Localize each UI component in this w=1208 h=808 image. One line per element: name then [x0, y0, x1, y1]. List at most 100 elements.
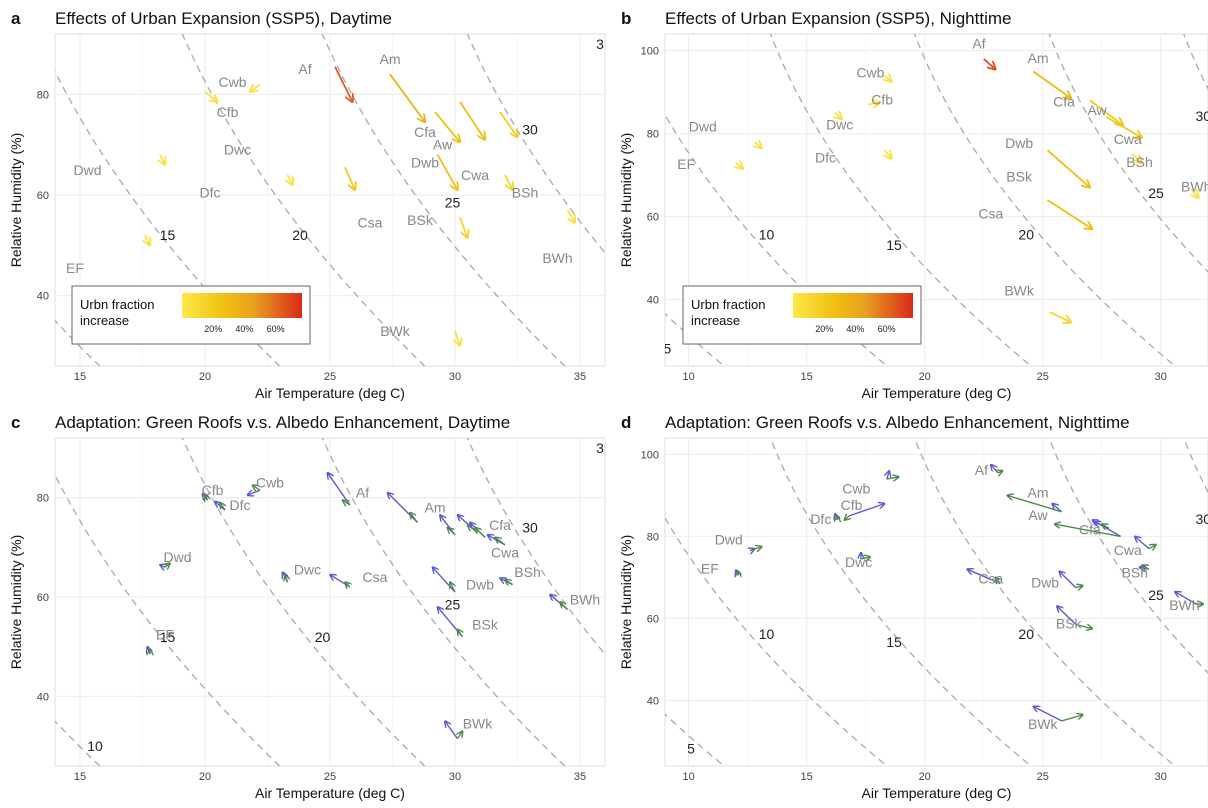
- urban-expansion-arrow: [160, 154, 165, 165]
- climate-label-BSh: BSh: [512, 184, 538, 200]
- panel-c: c Adaptation: Green Roofs v.s. Albedo Enh…: [8, 413, 606, 801]
- urban-expansion-arrow: [1131, 153, 1141, 162]
- panel-b: b Effects of Urban Expansion (SSP5), Nigh…: [618, 9, 1208, 401]
- green-roof-arrow: [410, 513, 419, 523]
- green-roof-arrow: [1061, 715, 1083, 722]
- isoline-label: 30: [1195, 511, 1208, 527]
- green-roof-arrow: [1142, 565, 1150, 569]
- climate-label-Af: Af: [356, 485, 369, 501]
- climate-label-EF: EF: [677, 156, 695, 172]
- x-axis-label: Air Temperature (deg C): [255, 385, 405, 401]
- climate-label-BWh: BWh: [1169, 597, 1199, 613]
- green-roof-arrow: [1055, 524, 1121, 538]
- climate-label-Am: Am: [380, 51, 401, 67]
- isoline-label: 10: [759, 226, 775, 242]
- climate-label-BSh: BSh: [1126, 154, 1152, 170]
- x-tick-label: 25: [1037, 371, 1049, 383]
- isoline-label: 30: [522, 519, 538, 535]
- climate-label-Cwa: Cwa: [1114, 542, 1142, 558]
- isoline-25: [321, 438, 566, 766]
- urban-expansion-arrow: [436, 154, 458, 190]
- y-axis-label: Relative Humidity (%): [618, 133, 634, 268]
- isoline-20: [181, 34, 426, 366]
- climate-label-Dwd: Dwd: [163, 549, 191, 565]
- climate-label-Cwa: Cwa: [491, 544, 519, 560]
- green-roof-arrow: [165, 563, 170, 567]
- green-roof-arrow: [560, 602, 568, 610]
- climate-label-Am: Am: [425, 500, 446, 516]
- isoline-20: [913, 438, 1177, 766]
- urban-expansion-arrow: [204, 91, 218, 102]
- urban-expansion-arrow: [1191, 190, 1198, 198]
- isoline-25: [321, 34, 566, 366]
- x-tick-label: 25: [324, 771, 336, 783]
- isoline-label: 25: [1148, 185, 1164, 201]
- climate-label-Cfa: Cfa: [414, 124, 436, 140]
- climate-label-Dwb: Dwb: [1031, 575, 1059, 591]
- isoline-label: 20: [292, 227, 308, 243]
- climate-label-Dfc: Dfc: [810, 511, 831, 527]
- green-roof-arrow: [220, 503, 225, 511]
- climate-label-Aw: Aw: [1028, 507, 1048, 523]
- x-tick-label: 25: [324, 371, 336, 383]
- legend-tick-label: 20%: [815, 324, 833, 334]
- green-roof-arrow: [1102, 524, 1110, 528]
- climate-label-Dfc: Dfc: [230, 497, 251, 513]
- legend-title-1: Urbn fraction: [691, 297, 765, 312]
- green-roof-arrow: [844, 516, 849, 520]
- urban-expansion-arrow: [1089, 99, 1123, 125]
- x-tick-label: 35: [574, 371, 586, 383]
- legend-title-1: Urbn fraction: [80, 297, 154, 312]
- x-tick-label: 15: [801, 771, 813, 783]
- albedo-arrow: [1057, 606, 1077, 626]
- climate-label-Dfc: Dfc: [200, 184, 221, 200]
- urban-expansion-arrow: [334, 66, 353, 102]
- x-axis-label: Air Temperature (deg C): [255, 785, 405, 801]
- climate-label-Dfc: Dfc: [815, 150, 836, 166]
- isoline-20: [913, 34, 1176, 366]
- urban-expansion-arrow: [755, 142, 762, 148]
- x-tick-label: 30: [1155, 771, 1167, 783]
- y-axis-label: Relative Humidity (%): [618, 535, 634, 670]
- isoline-label: 30: [522, 122, 538, 138]
- panel-a: a Effects of Urban Expansion (SSP5), Dayt…: [8, 9, 606, 401]
- panel-title: Effects of Urban Expansion (SSP5), Dayti…: [55, 9, 392, 28]
- albedo-arrow: [1033, 707, 1062, 722]
- climate-label-Dwc: Dwc: [224, 142, 251, 158]
- isoline-15: [55, 473, 281, 766]
- climate-label-BSh: BSh: [514, 564, 540, 580]
- urban-expansion-arrow: [1046, 149, 1089, 187]
- climate-label-BWk: BWk: [1004, 282, 1035, 298]
- green-roof-arrow: [285, 575, 288, 583]
- isoline-label: 3: [596, 36, 604, 52]
- isoline-label: 10: [759, 626, 775, 642]
- isoline-label: 10: [87, 738, 103, 754]
- climate-label-BSk: BSk: [407, 212, 434, 228]
- panel-d: d Adaptation: Green Roofs v.s. Albedo Enh…: [618, 413, 1208, 801]
- albedo-arrow: [848, 504, 884, 517]
- climate-label-BWh: BWh: [542, 250, 572, 266]
- climate-label-Cfa: Cfa: [489, 517, 511, 533]
- climate-label-BWk: BWk: [380, 323, 411, 339]
- y-axis-label: Relative Humidity (%): [8, 133, 24, 268]
- climate-label-Am: Am: [1028, 484, 1049, 500]
- albedo-arrow: [887, 471, 889, 480]
- green-roof-arrow: [1075, 586, 1083, 588]
- x-tick-label: 20: [199, 771, 211, 783]
- climate-label-BSk: BSk: [472, 616, 499, 632]
- climate-label-Cfa: Cfa: [1053, 94, 1075, 110]
- x-tick-label: 30: [449, 371, 461, 383]
- isoline-label: 20: [1018, 226, 1034, 242]
- climate-label-BSh: BSh: [1122, 564, 1148, 580]
- climate-label-Cwb: Cwb: [856, 65, 884, 81]
- urban-expansion-arrow: [455, 330, 460, 346]
- urban-expansion-arrow: [145, 234, 150, 245]
- climate-label-Af: Af: [975, 462, 988, 478]
- panel-letter: b: [621, 9, 631, 28]
- urban-expansion-arrow: [867, 102, 880, 104]
- legend-tick-label: 40%: [846, 324, 864, 334]
- x-axis-label: Air Temperature (deg C): [862, 385, 1012, 401]
